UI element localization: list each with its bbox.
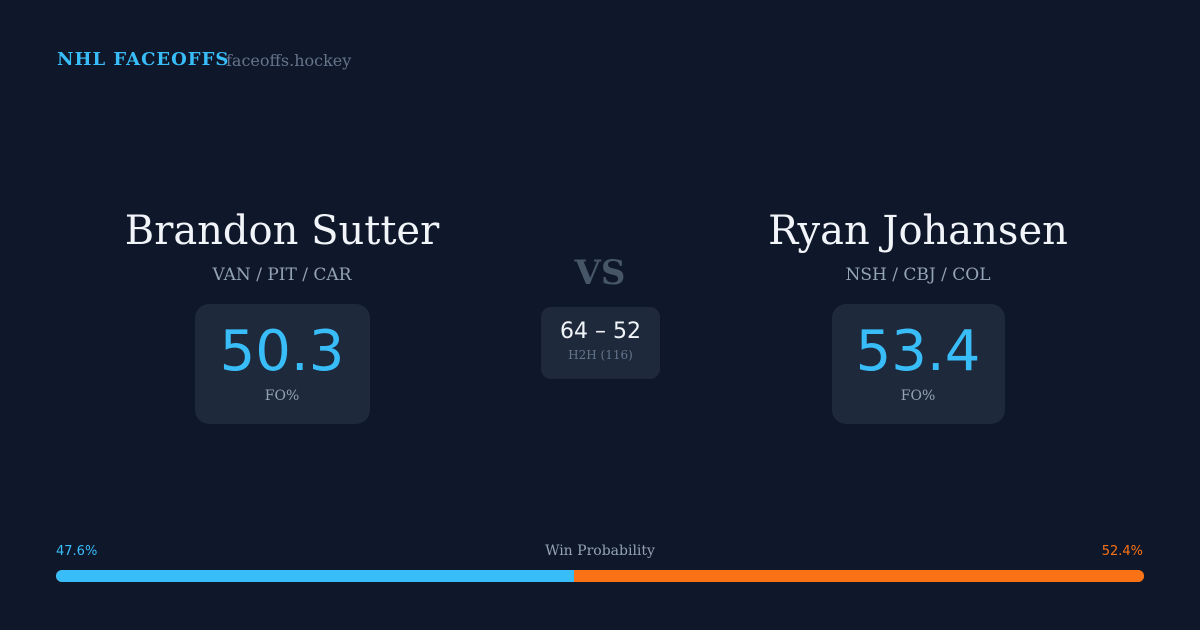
fo-value: 53.4 bbox=[855, 319, 981, 384]
right-win-pct: 52.4% bbox=[1101, 544, 1143, 559]
h2h-score: 64 – 52 bbox=[560, 319, 641, 344]
player-left: Brandon Sutter VAN / PIT / CAR 50.3 FO% bbox=[82, 205, 482, 424]
fo-card: 53.4 FO% bbox=[831, 304, 1005, 424]
player-teams: NSH / CBJ / COL bbox=[845, 265, 991, 285]
left-win-pct: 47.6% bbox=[56, 544, 98, 559]
vs-label: VS bbox=[574, 253, 626, 293]
h2h-label: H2H (116) bbox=[568, 348, 633, 362]
site-url: faceoffs.hockey bbox=[226, 51, 352, 70]
right-win-fill bbox=[573, 570, 1144, 582]
win-probability-label: Win Probability bbox=[545, 543, 655, 559]
fo-label: FO% bbox=[900, 388, 936, 404]
player-teams: VAN / PIT / CAR bbox=[212, 265, 352, 285]
player-name: Brandon Sutter bbox=[124, 208, 440, 254]
win-probability-bar bbox=[56, 570, 1144, 582]
fo-label: FO% bbox=[264, 388, 300, 404]
fo-card: 50.3 FO% bbox=[194, 304, 370, 424]
brand-title: NHL FACEOFFS bbox=[57, 49, 230, 70]
player-name: Ryan Johansen bbox=[768, 208, 1068, 254]
fo-value: 50.3 bbox=[219, 319, 345, 384]
h2h-card: 64 – 52 H2H (116) bbox=[541, 307, 660, 379]
left-win-fill bbox=[56, 570, 574, 582]
player-right: Ryan Johansen NSH / CBJ / COL 53.4 FO% bbox=[718, 205, 1118, 424]
